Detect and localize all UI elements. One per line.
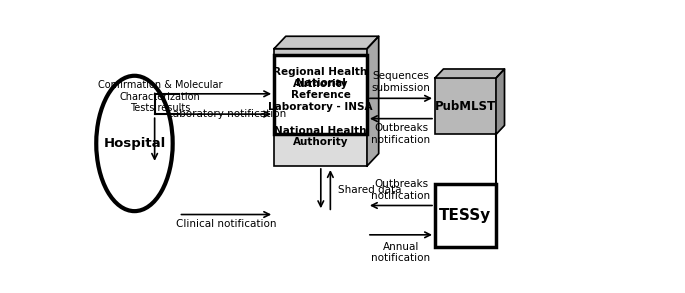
- Polygon shape: [496, 69, 504, 134]
- Polygon shape: [274, 36, 379, 49]
- Text: Hospital: Hospital: [103, 137, 166, 150]
- Bar: [435, 184, 496, 247]
- Text: Outbreaks
notification: Outbreaks notification: [371, 179, 431, 201]
- Text: Shared data: Shared data: [338, 185, 401, 195]
- Polygon shape: [367, 36, 379, 166]
- Text: Laboratory notification: Laboratory notification: [166, 109, 286, 119]
- Text: National
Reference
Laboratory - INSA: National Reference Laboratory - INSA: [269, 78, 373, 112]
- Bar: [274, 107, 367, 166]
- Text: Annual
notification: Annual notification: [371, 242, 431, 263]
- Text: TESSy: TESSy: [439, 208, 492, 223]
- Text: Sequences
submission: Sequences submission: [371, 71, 430, 93]
- Bar: [274, 55, 367, 134]
- Text: PubMLST: PubMLST: [435, 100, 496, 113]
- Text: Clinical notification: Clinical notification: [176, 219, 277, 229]
- Bar: [435, 78, 496, 134]
- Text: Regional Health
Authority: Regional Health Authority: [273, 67, 368, 89]
- Text: Outbreaks
notification: Outbreaks notification: [371, 123, 431, 145]
- Polygon shape: [435, 69, 504, 78]
- Text: Confirmation & Molecular
Characterization
Tests results: Confirmation & Molecular Characterizatio…: [98, 80, 222, 113]
- Text: National Health
Authority: National Health Authority: [274, 126, 366, 147]
- Bar: [274, 49, 367, 107]
